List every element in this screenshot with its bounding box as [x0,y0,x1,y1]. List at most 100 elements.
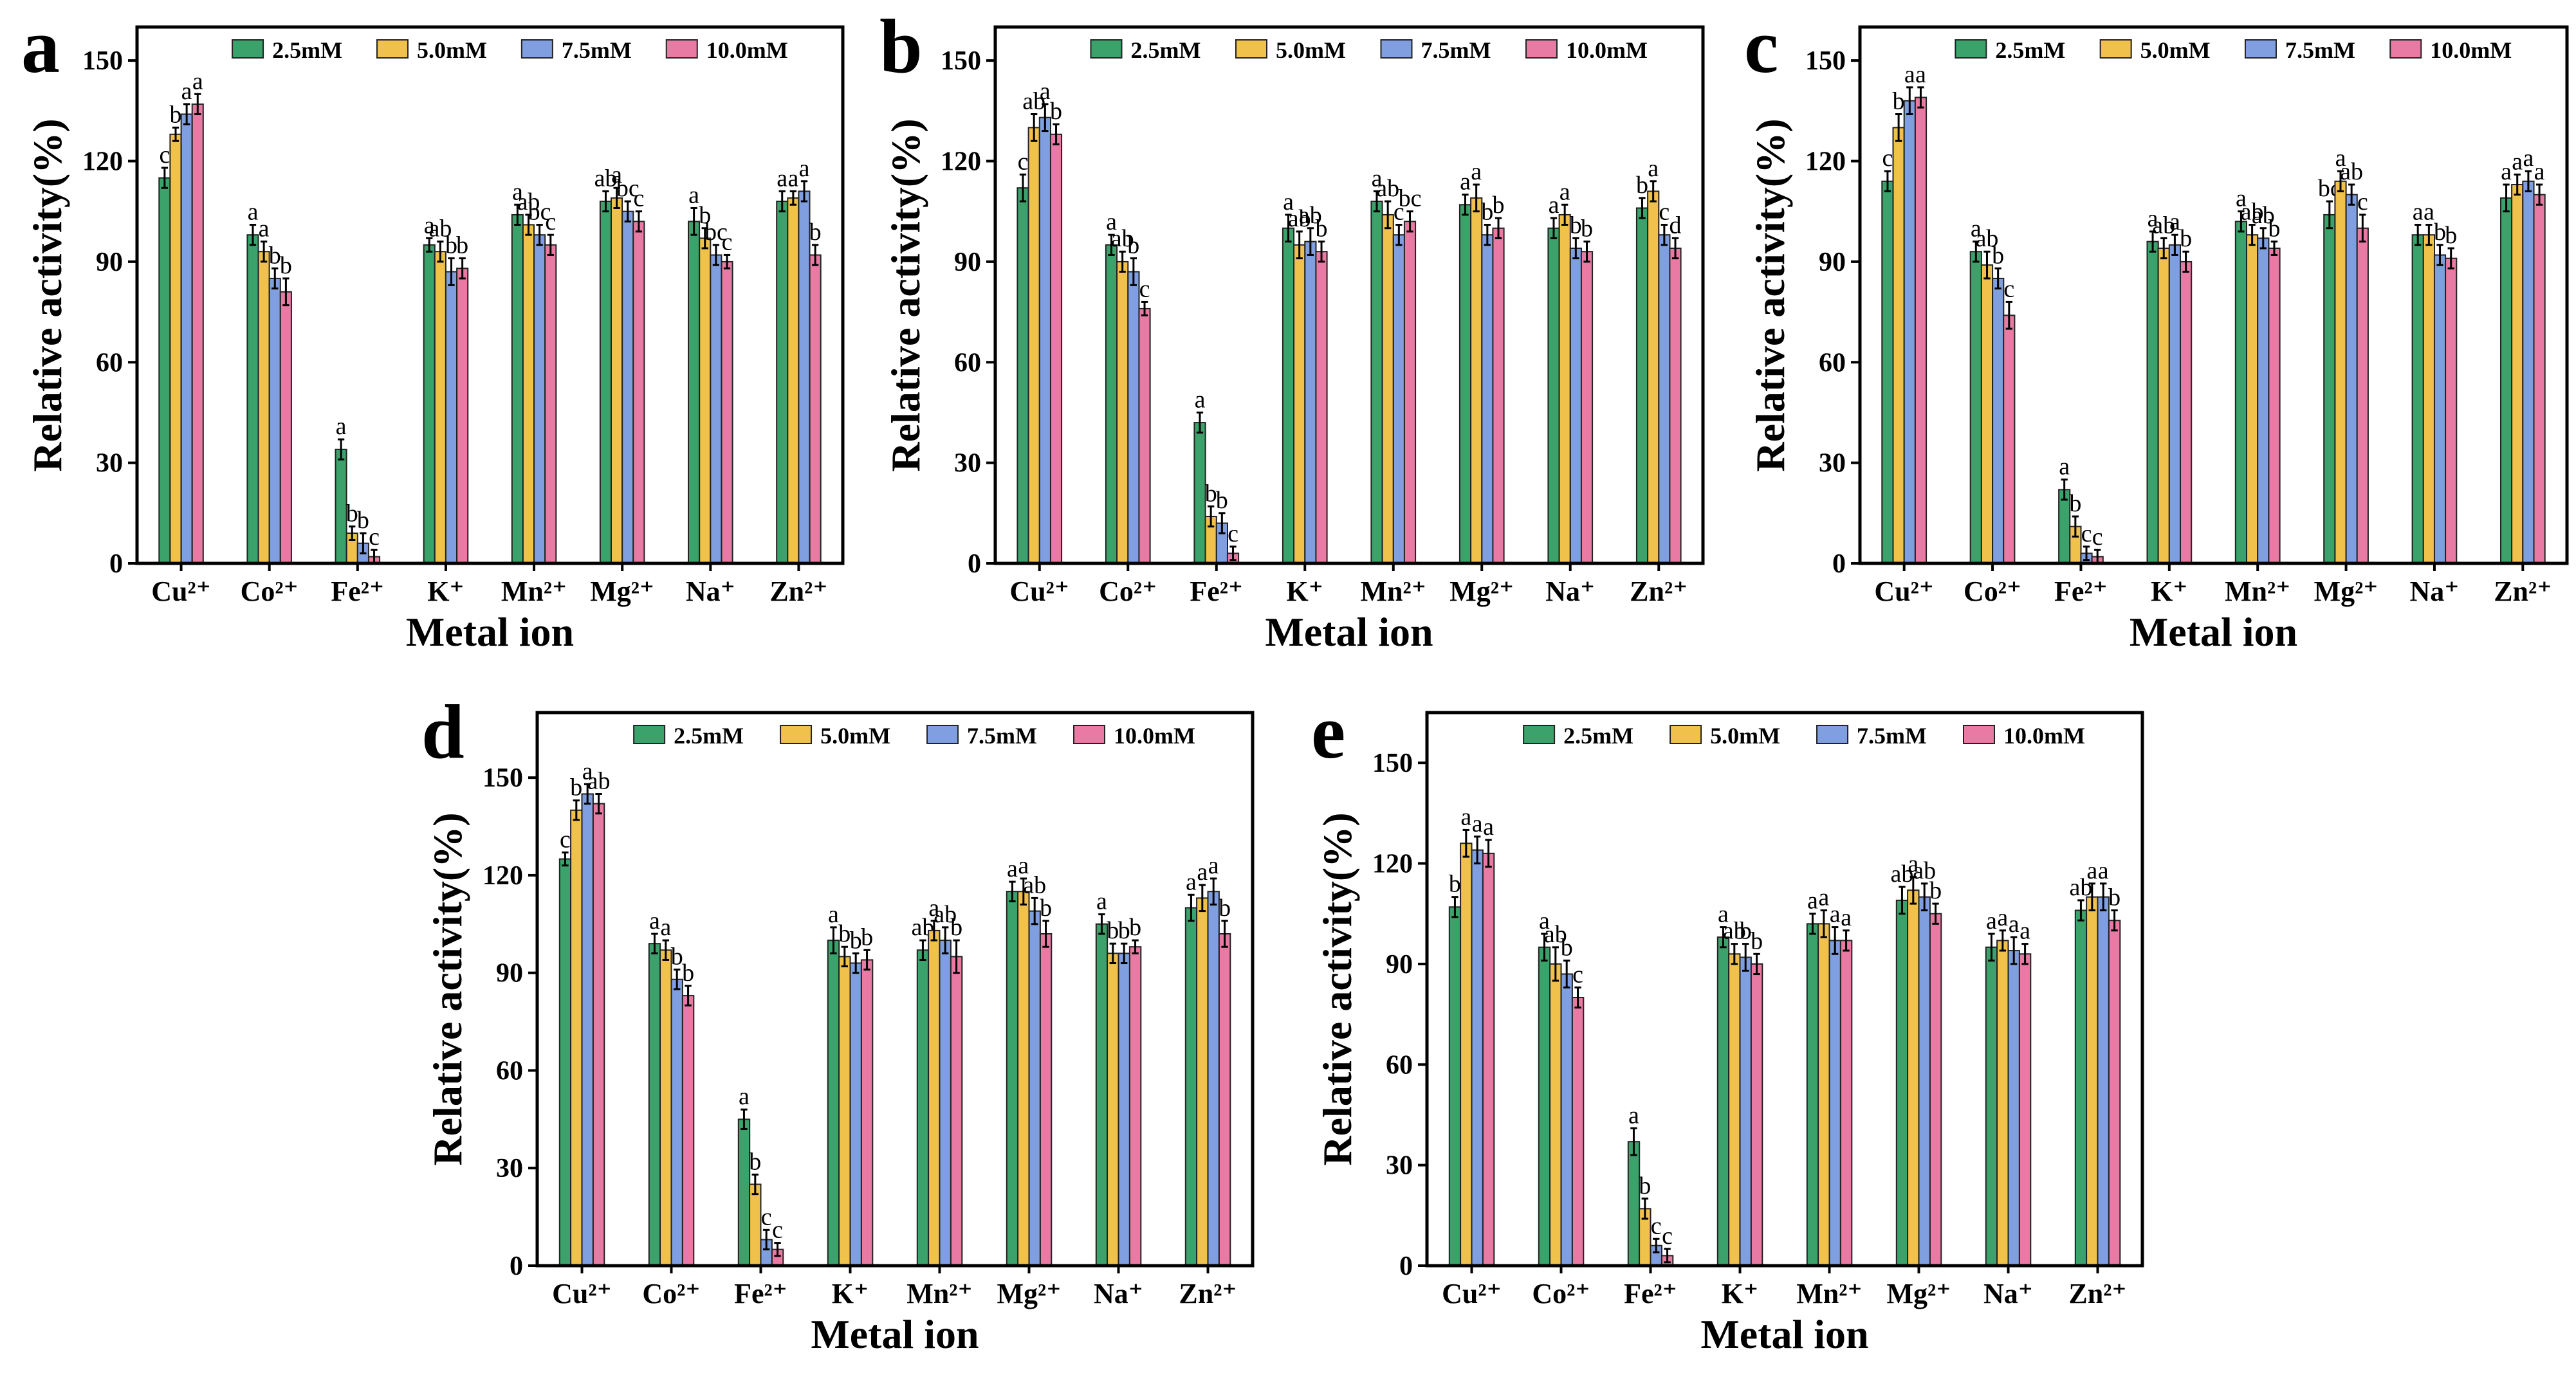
x-tick-label: Mn²⁺ [1361,576,1426,607]
y-axis-title: Relative activity(%) [24,118,70,471]
bar [2323,214,2336,564]
x-tick-label: Cu²⁺ [552,1278,612,1309]
bar [721,260,733,564]
bar [180,113,193,564]
bar [1647,190,1660,564]
bar [2157,248,2170,564]
significance-label: b [2069,490,2081,517]
significance-label: b [1219,895,1231,922]
significance-label: a [582,758,593,785]
legend-swatch [232,39,264,59]
x-tick-label: K⁺ [1722,1278,1758,1309]
bar [1128,946,1142,1266]
significance-label: b [269,242,281,269]
significance-label: b [346,500,358,527]
significance-label: b [1493,192,1505,219]
bar [776,201,789,564]
bar [1914,96,1927,564]
legend-swatch [780,725,813,744]
bar [1107,952,1119,1267]
legend-swatch [633,725,666,744]
significance-label: a [1915,61,1926,88]
bar [611,197,623,564]
significance-label: ab [2152,212,2175,239]
x-axis-title: Metal ion [1265,609,1433,655]
y-tick-label: 120 [483,861,523,891]
bar [1184,907,1198,1266]
bar [699,237,712,564]
bar [2522,180,2535,564]
bar [279,291,292,564]
significance-label: a [1471,158,1482,185]
significance-label: ab [1299,202,1322,229]
significance-label: b [1050,98,1062,125]
significance-label: c [1228,520,1238,547]
bar [1403,221,1417,564]
bar [1881,180,1894,564]
significance-label: b [1561,934,1573,961]
legend-label: 7.5mM [1857,723,1927,749]
legend-label: 2.5mM [272,37,342,63]
x-tick-label: Cu²⁺ [1009,576,1069,607]
significance-label: a [828,901,839,928]
x-tick-label: Na⁺ [1983,1278,2033,1309]
bar [1547,227,1560,565]
y-tick-label: 60 [1819,348,1846,378]
significance-label: c [2092,524,2103,551]
significance-label: c [1662,1223,1673,1250]
bar [2180,260,2193,564]
bar [1049,133,1063,565]
plot-frame [1425,711,2144,1268]
bar [2411,234,2424,564]
significance-label: b [1481,199,1493,226]
significance-label: b [749,1148,761,1175]
bar [1980,264,1994,564]
bar [1492,227,1505,565]
bar [1116,260,1129,564]
significance-label: b [850,927,862,954]
significance-label: b [1205,480,1217,507]
bar [1728,953,1741,1267]
significance-label: a [1007,855,1018,882]
significance-label: b [1216,487,1228,514]
bar [2018,953,2032,1267]
plot-frame [1858,25,2569,565]
x-tick-label: Fe²⁺ [1190,576,1243,607]
bar [1118,952,1130,1267]
bar [2356,227,2369,565]
bar [169,133,182,565]
x-axis-title: Metal ion [811,1311,979,1357]
legend-swatch [1816,725,1849,744]
y-axis-title: Relative activity(%) [883,118,928,471]
significance-label: a [2009,911,2019,938]
legend: 2.5mM 5.0mM 7.5mM 10.0mM [1090,37,1648,63]
significance-label: a [248,199,259,226]
bar [1138,307,1151,564]
bar [1907,889,1920,1266]
bar [1569,248,1583,564]
plot-frame [993,25,1705,565]
x-tick-label: Mg²⁺ [1887,1278,1951,1309]
significance-label: c [2081,520,2092,547]
significance-label: a [688,182,699,209]
y-tick-label: 0 [109,549,123,579]
legend: 2.5mM 5.0mM 7.5mM 10.0mM [232,37,788,63]
x-tick-label: K⁺ [427,576,464,607]
x-tick-label: K⁺ [1287,576,1323,607]
significance-label: c [545,208,556,235]
significance-label: a [1460,168,1471,196]
significance-label: a [1841,904,1852,931]
bar [1560,973,1573,1266]
significance-label: b [445,232,457,259]
legend-swatch [1963,725,1995,744]
significance-label: c [722,229,733,256]
bar [2246,234,2259,564]
significance-label: a [739,1083,750,1110]
x-tick-label: Mg²⁺ [997,1278,1062,1309]
